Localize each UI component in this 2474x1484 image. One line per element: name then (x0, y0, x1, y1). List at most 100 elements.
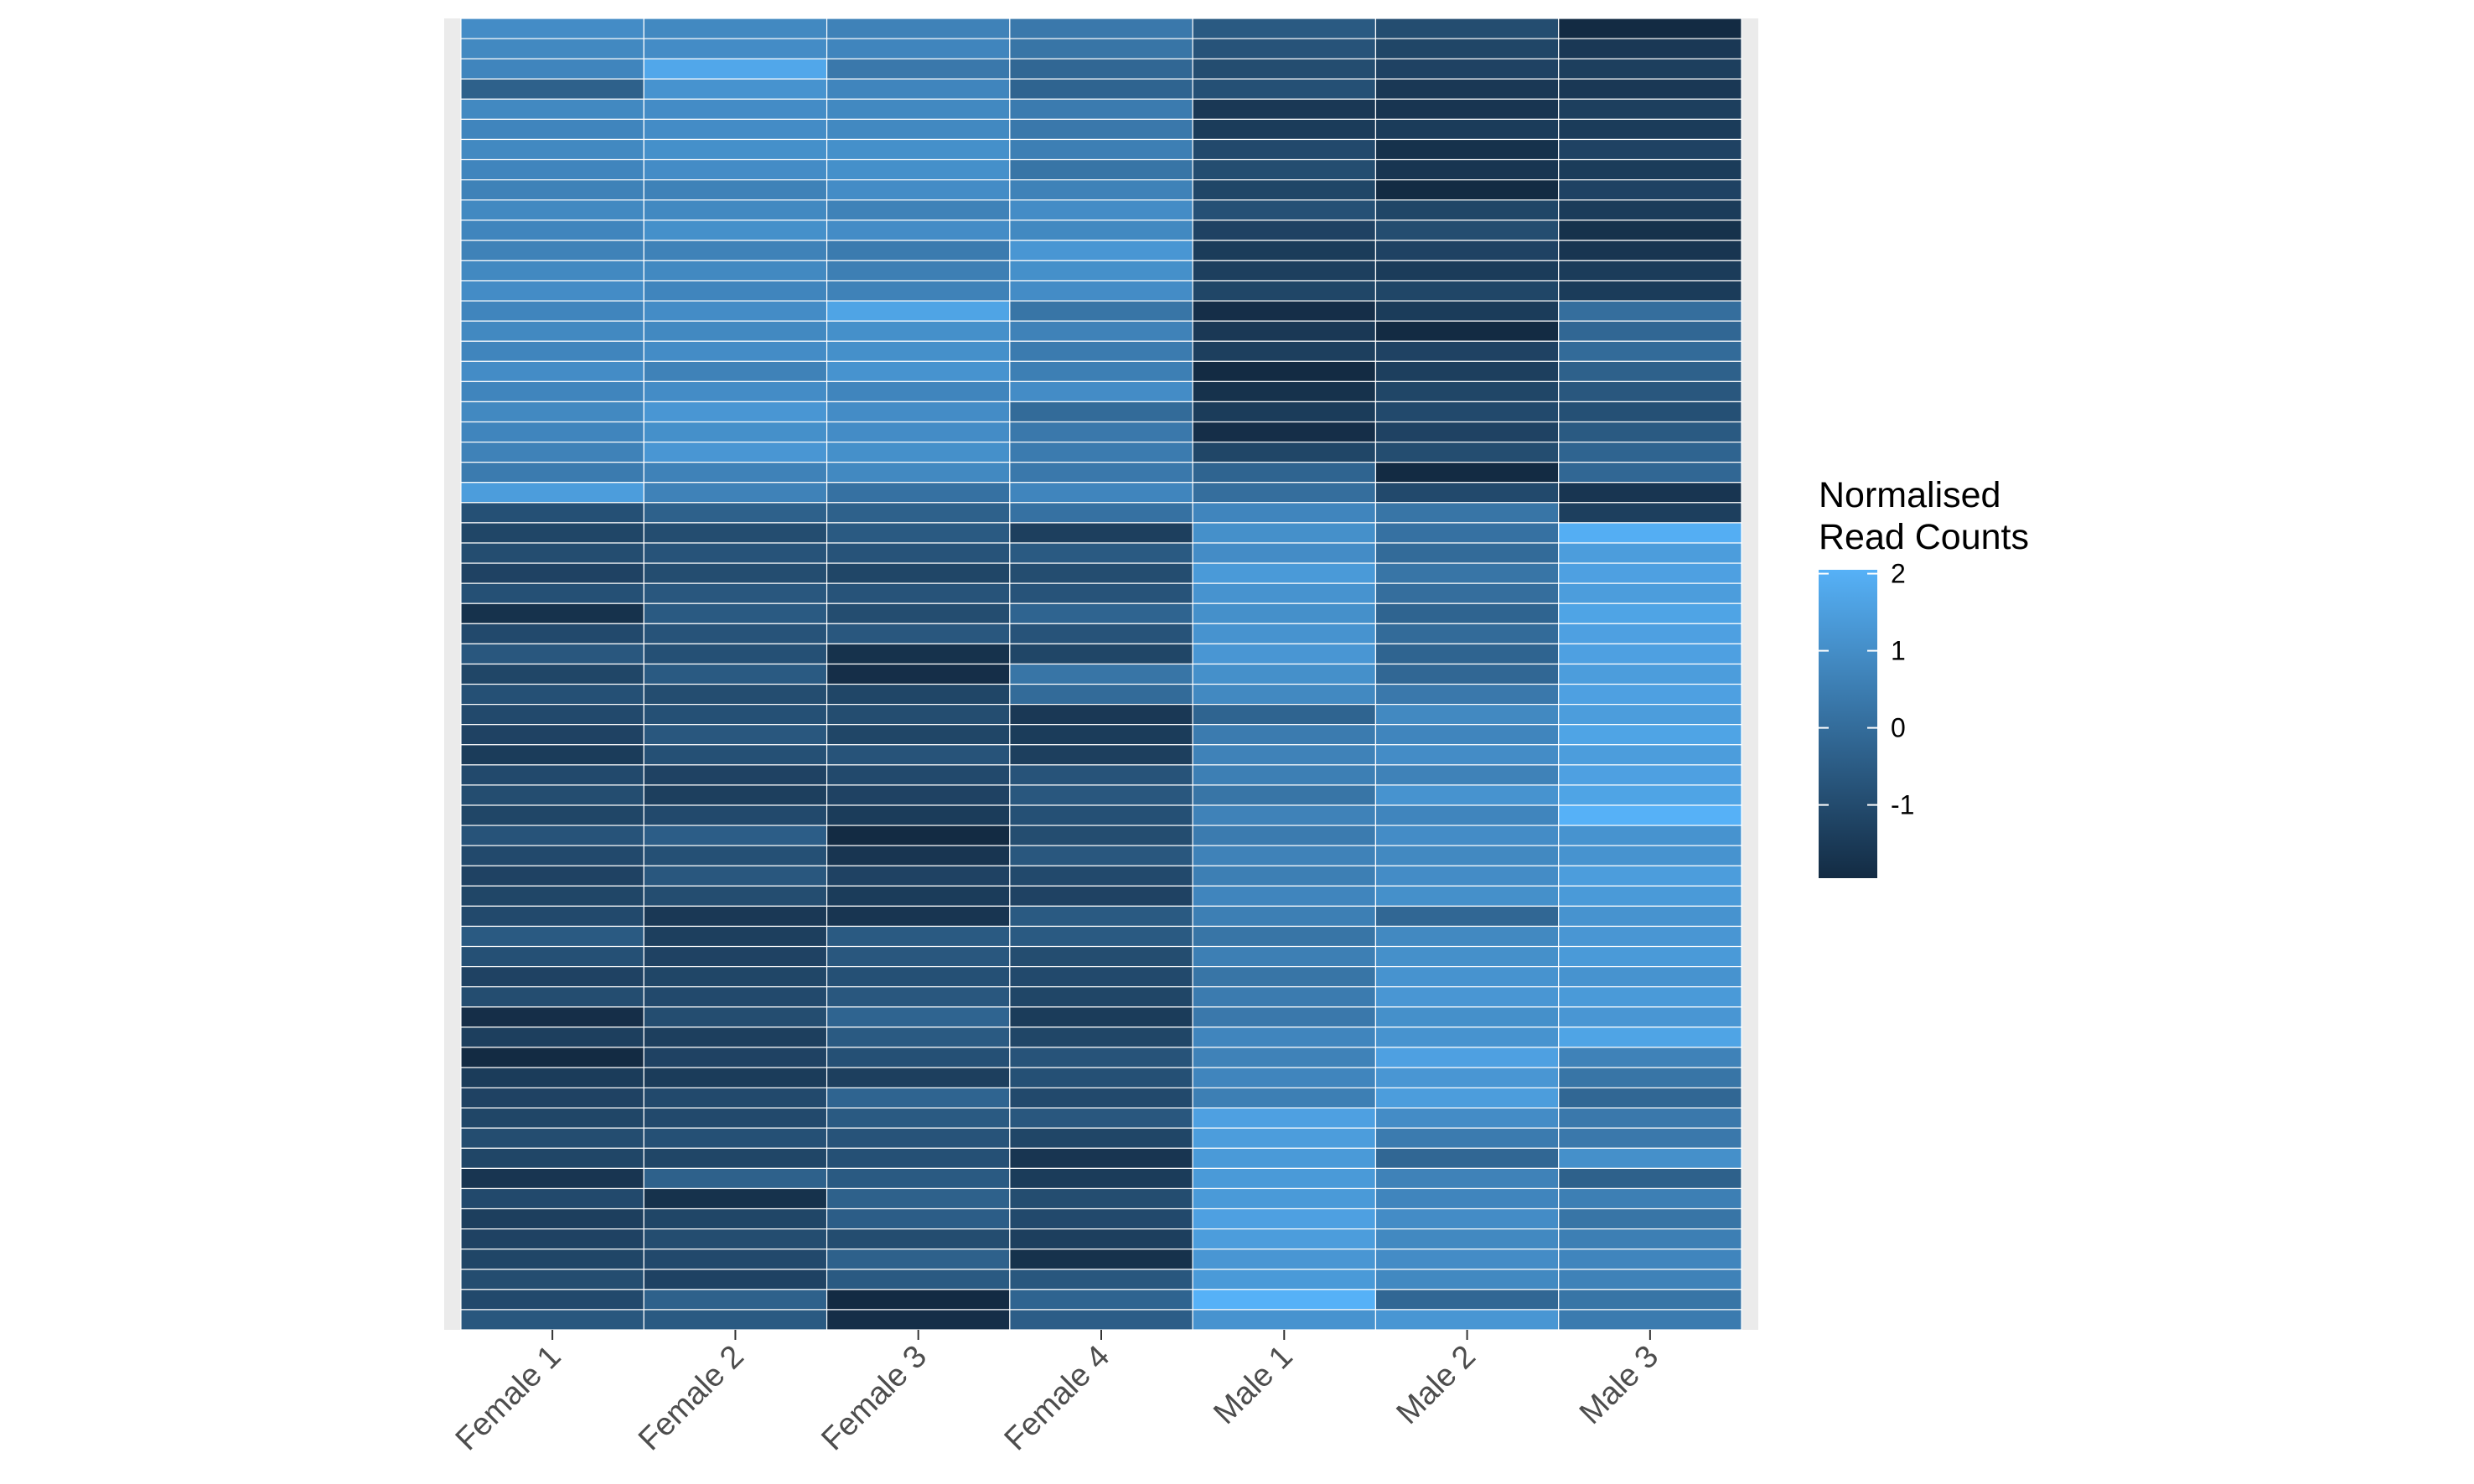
heatmap-cell (1374, 885, 1560, 907)
heatmap-cell (826, 78, 1011, 100)
heatmap-cell (1374, 986, 1560, 1008)
heatmap-cell (826, 462, 1011, 483)
heatmap-cell (460, 1107, 644, 1129)
heatmap-cell (1009, 220, 1193, 241)
heatmap-cell (1192, 1127, 1377, 1149)
heatmap-cell (1558, 280, 1742, 302)
heatmap-cell (826, 885, 1011, 907)
heatmap-cell (1009, 280, 1193, 302)
heatmap-cell (643, 663, 828, 685)
heatmap-cell (1192, 260, 1377, 282)
heatmap-cell (643, 380, 828, 403)
heatmap-cell (460, 220, 644, 241)
heatmap-cell (1374, 1026, 1560, 1048)
heatmap-cell (643, 602, 828, 624)
heatmap-cell (1374, 199, 1560, 221)
heatmap-cell (1558, 542, 1742, 564)
heatmap-cell (1009, 1006, 1193, 1028)
heatmap-cell (1192, 966, 1377, 988)
heatmap-cell (1374, 220, 1560, 241)
heatmap-cell (1374, 462, 1560, 483)
heatmap-cell (1009, 1289, 1193, 1311)
heatmap-cell (1558, 986, 1742, 1008)
heatmap-cell (643, 744, 828, 766)
heatmap-cell (1558, 825, 1742, 846)
heatmap-cell (1558, 360, 1742, 382)
heatmap-cell (1558, 1187, 1742, 1210)
heatmap-cell (460, 240, 644, 261)
heatmap-cell (1374, 1167, 1560, 1190)
heatmap-cell (1374, 764, 1560, 786)
heatmap-cell (1009, 522, 1193, 544)
heatmap-cell (460, 260, 644, 282)
heatmap-cell (1558, 1047, 1742, 1068)
heatmap-cell (643, 784, 828, 806)
heatmap-cell (1192, 421, 1377, 443)
heatmap-cell (460, 663, 644, 685)
heatmap-cell (1192, 118, 1377, 141)
heatmap-cell (1192, 401, 1377, 423)
heatmap-cell (1558, 18, 1742, 39)
heatmap-cell (1192, 1309, 1377, 1331)
heatmap-cell (460, 643, 644, 665)
heatmap-cell (1558, 845, 1742, 866)
heatmap-cell (1558, 945, 1742, 968)
heatmap-cell (1009, 138, 1193, 161)
heatmap-cell (1558, 1167, 1742, 1190)
heatmap-cell (1558, 1269, 1742, 1290)
heatmap-cell (1009, 724, 1193, 746)
heatmap-cell (460, 421, 644, 443)
heatmap-cell (1558, 462, 1742, 483)
heatmap-cell (1009, 240, 1193, 261)
heatmap-cell (1009, 865, 1193, 887)
heatmap-cell (643, 199, 828, 221)
heatmap-cell (1374, 442, 1560, 463)
heatmap-cell (1192, 905, 1377, 928)
heatmap-cell (1192, 380, 1377, 403)
heatmap-cell (1192, 683, 1377, 706)
heatmap-cell (1558, 925, 1742, 948)
heatmap-cell (1009, 462, 1193, 483)
x-tick-label: Male 3 (1573, 1339, 1665, 1431)
heatmap-cell (1192, 442, 1377, 463)
heatmap-cell (1192, 158, 1377, 181)
heatmap-cell (826, 522, 1011, 544)
heatmap-cell (1192, 1087, 1377, 1109)
heatmap-cell (1192, 138, 1377, 161)
heatmap-cell (1009, 683, 1193, 706)
heatmap-cell (1558, 220, 1742, 241)
x-tick-label: Male 2 (1390, 1339, 1483, 1431)
heatmap-cell (1558, 582, 1742, 604)
heatmap-cell (1558, 320, 1742, 342)
heatmap-cell (1009, 643, 1193, 665)
heatmap-cell (1374, 845, 1560, 866)
heatmap-cell (460, 401, 644, 423)
heatmap-cell (826, 1127, 1011, 1149)
heatmap-cell (643, 158, 828, 181)
heatmap-cell (1009, 340, 1193, 362)
heatmap-cell (460, 966, 644, 988)
heatmap-cell (1374, 1147, 1560, 1169)
heatmap-cell (1192, 240, 1377, 261)
heatmap-cell (826, 1067, 1011, 1088)
heatmap-cell (643, 1047, 828, 1068)
heatmap-cell (1374, 905, 1560, 928)
heatmap-cell (460, 784, 644, 806)
heatmap-cell (1374, 804, 1560, 826)
heatmap-cell (1009, 78, 1193, 100)
heatmap-cell (1009, 986, 1193, 1008)
heatmap-cell (1009, 401, 1193, 423)
heatmap-cell (643, 1249, 828, 1270)
heatmap-cell (1374, 360, 1560, 382)
heatmap-cell (826, 865, 1011, 887)
heatmap-cell (1558, 966, 1742, 988)
heatmap-cell (1009, 1269, 1193, 1290)
heatmap-cell (1558, 865, 1742, 887)
heatmap-cell (1558, 98, 1742, 120)
heatmap-cell (1374, 482, 1560, 504)
heatmap-cell (1374, 240, 1560, 261)
heatmap-cell (1009, 158, 1193, 181)
heatmap-cell (1374, 825, 1560, 846)
heatmap-cell (643, 482, 828, 504)
